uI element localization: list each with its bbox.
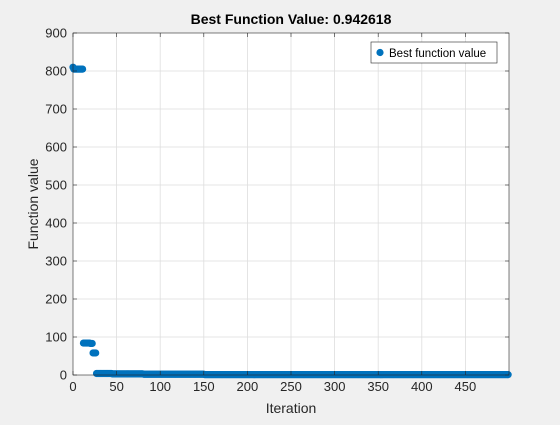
- legend-marker: [376, 48, 384, 57]
- data-point: [504, 371, 512, 379]
- data-points: [69, 63, 512, 379]
- data-point: [92, 349, 100, 357]
- y-tick-label: 500: [45, 178, 67, 193]
- data-point: [88, 339, 96, 348]
- y-tick-label: 900: [45, 26, 67, 41]
- legend-box: [370, 41, 498, 64]
- y-tick-label: 600: [45, 140, 67, 155]
- x-tick-label: 0: [69, 379, 76, 394]
- data-point: [78, 65, 87, 73]
- legend-label: Best function value: [389, 48, 486, 60]
- x-tick-label: 200: [237, 379, 259, 394]
- x-tick-label: 300: [324, 379, 346, 394]
- x-tick-label: 350: [367, 379, 389, 394]
- y-tick-label: 700: [45, 102, 67, 117]
- x-tick-label: 150: [193, 379, 215, 394]
- y-tick-label: 800: [45, 64, 67, 79]
- y-axis-label: Function value: [25, 158, 41, 249]
- y-axis: 0 100 200 300 400 500 600 700 800 900: [45, 26, 509, 383]
- y-tick-label: 300: [45, 254, 67, 269]
- y-tick-label: 100: [45, 330, 67, 345]
- x-tick-label: 100: [149, 379, 171, 394]
- legend: Best function value: [370, 41, 498, 64]
- grid-layer: [73, 33, 509, 375]
- x-axis: 0 50 100 150 200 250 300 350 400 450: [69, 33, 476, 394]
- x-tick-label: 450: [455, 379, 477, 394]
- x-tick-label: 50: [109, 379, 123, 394]
- y-tick-label: 0: [60, 368, 67, 383]
- x-axis-label: Iteration: [266, 400, 317, 416]
- x-tick-label: 250: [280, 379, 302, 394]
- x-tick-label: 400: [411, 379, 433, 394]
- y-tick-label: 400: [45, 216, 67, 231]
- y-tick-label: 200: [45, 292, 67, 307]
- chart-title: Best Function Value: 0.942618: [191, 11, 392, 27]
